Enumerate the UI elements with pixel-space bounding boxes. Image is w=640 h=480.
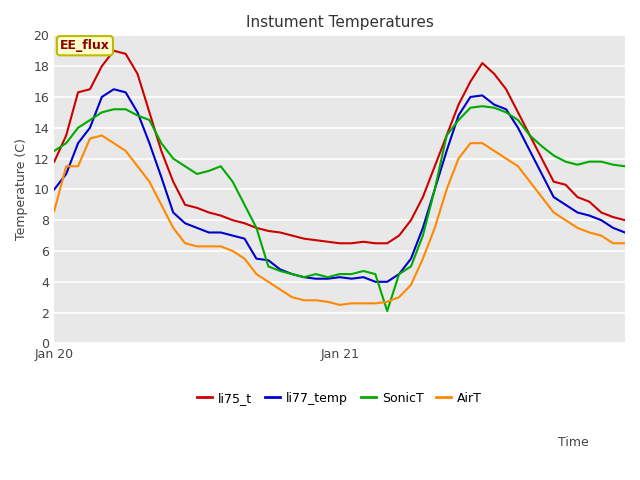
Text: Time: Time [558, 436, 589, 449]
Title: Instument Temperatures: Instument Temperatures [246, 15, 433, 30]
Y-axis label: Temperature (C): Temperature (C) [15, 138, 28, 240]
Legend: li75_t, li77_temp, SonicT, AirT: li75_t, li77_temp, SonicT, AirT [192, 386, 487, 409]
Text: EE_flux: EE_flux [60, 39, 110, 52]
